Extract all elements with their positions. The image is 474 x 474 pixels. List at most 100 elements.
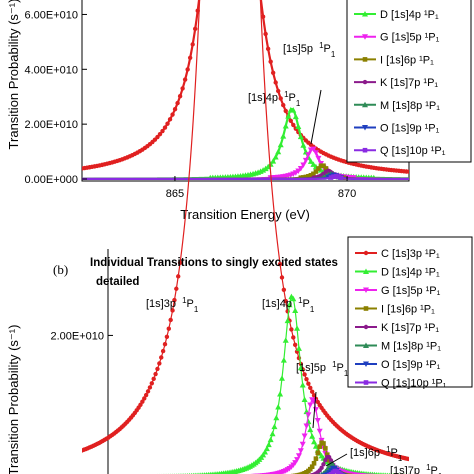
series-marker-D — [277, 390, 284, 397]
series-marker-D — [275, 148, 282, 155]
series-marker-C — [151, 376, 156, 382]
legend-label: K [1s]7p ¹P₁ — [381, 322, 439, 334]
series-marker-D — [295, 123, 302, 130]
series-marker-D — [212, 471, 216, 474]
series-marker-K — [326, 454, 332, 460]
series-marker-I — [306, 173, 311, 179]
series-marker-G — [301, 433, 308, 439]
y-tick-label: 2.00E+010 — [24, 119, 78, 131]
series-marker-D — [311, 438, 318, 445]
series-marker-C — [278, 96, 283, 101]
series-marker-G — [299, 441, 306, 448]
panel-a-annotation-5p-arrow — [310, 89, 322, 145]
legend-marker — [362, 11, 368, 17]
series-marker-D — [297, 133, 304, 140]
series-marker-D — [278, 375, 285, 381]
panel-b-annotation-5p: [1s]5p 1P1 — [296, 360, 349, 378]
series-marker-C — [166, 326, 171, 331]
series-marker-D — [286, 301, 293, 308]
legend-marker — [362, 34, 368, 40]
legend-marker — [363, 361, 369, 367]
series-marker-C — [289, 327, 294, 332]
panel-b-legend: C [1s]3p ¹P₁ D [1s]4p ¹P₁ G [1s]5p ¹P₁ I [1… — [355, 248, 447, 390]
legend-label: I [1s]6p ¹P₁ — [381, 304, 435, 316]
series-marker-K — [328, 458, 334, 463]
series-marker-C — [185, 67, 190, 72]
panel-b-curves — [82, 0, 409, 474]
series-marker-C — [406, 456, 409, 462]
series-marker-G — [315, 155, 322, 162]
panel-a-x-ticks: 865 870 — [166, 176, 356, 200]
series-marker-C — [182, 77, 188, 82]
series-marker-G — [294, 457, 301, 463]
legend-marker — [362, 125, 368, 131]
series-marker-D — [295, 345, 302, 351]
series-marker-K — [321, 462, 326, 467]
panel-b-y-axis-title: Transition Probability (s⁻¹) — [6, 325, 21, 474]
series-marker-D — [301, 396, 308, 403]
series-marker-I — [301, 175, 306, 180]
panel-a: 0.00E+000 2.00E+010 4.00E+010 6.00E+010 865… — [6, 0, 472, 222]
series-marker-G — [314, 418, 321, 424]
series-marker-I — [324, 452, 330, 457]
series-marker-I — [313, 456, 319, 461]
legend-label: Q [1s]10p ¹P₁ — [381, 378, 447, 390]
panel-b-y-ticks: 2.00E+010 — [50, 330, 113, 342]
panel-a-x-axis-title: Transition Energy (eV) — [180, 207, 310, 222]
series-marker-D — [265, 441, 272, 448]
series-marker-G — [300, 162, 307, 169]
series-line-Q — [82, 175, 409, 180]
series-marker-D — [260, 451, 267, 458]
series-marker-D — [282, 122, 289, 129]
series-marker-C — [140, 399, 145, 404]
series-marker-I — [315, 450, 321, 456]
series-marker-D — [305, 418, 312, 425]
series-marker-C — [142, 396, 147, 401]
series-marker-C — [291, 335, 296, 340]
series-marker-D — [209, 471, 212, 474]
panel-b-subtitle: detailed — [96, 276, 139, 288]
legend-marker — [362, 101, 368, 108]
legend-marker — [363, 306, 369, 311]
series-marker-D — [294, 325, 301, 331]
series-marker-D — [270, 158, 277, 164]
series-marker-D — [300, 142, 307, 148]
series-marker-D — [307, 158, 314, 164]
series-marker-D — [272, 154, 279, 160]
series-marker-C — [192, 26, 198, 32]
series-marker-D — [369, 471, 373, 474]
series-marker-C — [304, 377, 309, 382]
series-marker-G — [295, 453, 302, 459]
series-marker-C — [177, 260, 183, 265]
legend-label: K [1s]7p ¹P₁ — [380, 77, 438, 89]
series-marker-D — [263, 445, 270, 452]
panel-b-label: (b) — [53, 262, 68, 277]
series-marker-G — [312, 150, 319, 156]
series-marker-C — [143, 392, 149, 398]
legend-marker — [362, 147, 368, 153]
series-marker-D — [309, 433, 316, 439]
series-marker-D — [299, 381, 306, 388]
legend-label: M [1s]8p ¹P₁ — [381, 341, 441, 353]
legend-label: D [1s]4p ¹P₁ — [381, 267, 440, 279]
series-marker-C — [288, 118, 293, 123]
legend-marker — [363, 380, 369, 385]
series-marker-I — [316, 166, 321, 171]
series-line-K — [313, 456, 343, 474]
panel-a-legend: D [1s]4p ¹P₁ G [1s]5p ¹P₁ I [1s]6p ¹P₁ K [1… — [354, 9, 446, 157]
legend-label: G [1s]5p ¹P₁ — [381, 285, 441, 297]
panel-a-y-ticks: 0.00E+000 2.00E+010 4.00E+010 6.00E+010 — [24, 9, 87, 186]
series-marker-C — [283, 108, 288, 114]
panel-a-y-axis-title: Transition Probability (s⁻¹) — [6, 0, 21, 149]
series-marker-D — [277, 141, 284, 148]
series-marker-D — [261, 449, 268, 455]
series-marker-C — [273, 80, 278, 85]
series-marker-D — [285, 113, 292, 119]
series-marker-D — [307, 426, 314, 433]
series-marker-G — [307, 402, 314, 409]
series-marker-C — [157, 131, 163, 137]
series-marker-I — [321, 441, 326, 446]
legend-marker — [363, 250, 369, 256]
series-marker-C — [170, 112, 175, 117]
